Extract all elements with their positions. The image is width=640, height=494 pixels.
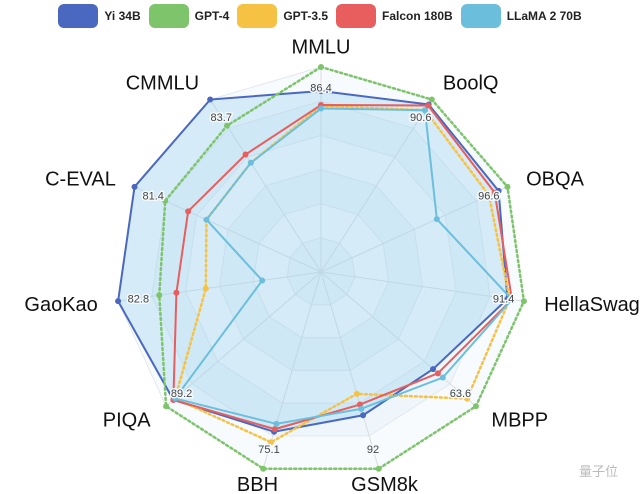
data-point	[430, 366, 437, 373]
legend-label: GPT-4	[194, 9, 230, 23]
legend-item[interactable]: Yi 34B	[58, 4, 141, 28]
legend-label: Falcon 180B	[382, 9, 453, 23]
data-point	[173, 289, 180, 296]
data-point	[425, 102, 432, 109]
data-point	[520, 298, 527, 305]
data-point	[260, 465, 267, 472]
axis-max-label: 83.7	[211, 112, 232, 124]
axis-line	[320, 271, 380, 469]
data-point	[318, 87, 324, 94]
axis-label: MMLU	[292, 37, 351, 59]
series-gpt-4	[156, 64, 527, 472]
data-point	[433, 216, 440, 223]
data-point	[504, 183, 511, 190]
data-point	[202, 285, 209, 292]
legend-item[interactable]: GPT-3.5	[237, 4, 328, 28]
axis-label: BBH	[237, 474, 278, 494]
data-point	[242, 151, 249, 158]
legend-label: Yi 34B	[104, 9, 141, 23]
axis-max-label: 63.6	[450, 388, 471, 400]
axis-label: HellaSwag	[544, 294, 640, 316]
data-point	[318, 64, 324, 70]
data-point	[185, 208, 192, 215]
data-point	[172, 395, 179, 402]
data-point	[162, 197, 169, 204]
legend-item[interactable]: GPT-4	[148, 4, 230, 28]
legend-item[interactable]: Falcon 180B	[336, 4, 453, 28]
axis-line	[320, 186, 508, 273]
series-llama-2-70b	[172, 105, 515, 427]
data-point	[472, 403, 479, 410]
data-point	[353, 390, 360, 397]
data-point	[491, 189, 498, 196]
axis-label: BoolQ	[443, 72, 499, 94]
axis-max-label: 89.2	[171, 388, 192, 400]
data-point	[358, 405, 365, 412]
data-point	[207, 96, 214, 103]
legend-swatch	[336, 4, 376, 28]
data-point	[434, 370, 441, 377]
data-point	[318, 105, 324, 112]
legend-swatch	[460, 4, 501, 28]
data-point	[508, 296, 515, 303]
data-point	[428, 96, 435, 103]
series-line	[158, 65, 526, 470]
axis-label: PIQA	[103, 410, 151, 432]
axis-max-label: 91.4	[493, 293, 514, 305]
legend-swatch	[237, 4, 278, 28]
data-point	[375, 465, 382, 472]
data-point	[439, 374, 446, 381]
data-point	[163, 403, 170, 410]
axis-max-label: 75.1	[258, 444, 279, 456]
axis-line	[320, 271, 524, 302]
data-point	[273, 420, 280, 427]
data-point	[115, 298, 122, 305]
data-point	[485, 192, 492, 199]
legend-swatch	[58, 4, 99, 28]
data-point	[156, 292, 163, 299]
data-point	[247, 159, 254, 166]
data-point	[223, 122, 230, 129]
axis-line	[165, 271, 322, 407]
series-line	[117, 89, 509, 433]
axis-label: OBQA	[526, 168, 584, 190]
axis-label: GSM8k	[351, 474, 419, 494]
axis-line	[320, 271, 477, 407]
data-point	[259, 277, 266, 284]
axis-max-label: 90.6	[410, 112, 431, 124]
axis-max-label: 82.8	[128, 293, 149, 305]
legend-label: LLaMA 2 70B	[506, 9, 582, 23]
axis-line	[262, 271, 322, 469]
axis-line	[320, 99, 433, 273]
watermark: 量子位	[578, 464, 618, 479]
data-point	[421, 107, 428, 114]
data-point	[268, 439, 275, 446]
series-yi-34b	[115, 87, 511, 435]
legend-swatch	[148, 4, 189, 28]
data-point	[131, 183, 138, 190]
legend-label: GPT-3.5	[283, 9, 328, 23]
axis-line	[209, 99, 322, 273]
series-line	[173, 107, 514, 425]
data-point	[360, 412, 367, 419]
data-point	[271, 426, 278, 433]
axis-label: GaoKao	[24, 294, 97, 316]
legend: Yi 34B GPT-4 GPT-3.5 Falcon 180B LLaMA 2 70B	[0, 4, 640, 28]
axis-max-label: 81.4	[142, 190, 163, 202]
axis-max-label: 92	[367, 444, 379, 456]
axis-max-label: 96.6	[478, 190, 499, 202]
axis-label: C-EVAL	[45, 168, 116, 190]
legend-item[interactable]: LLaMA 2 70B	[460, 4, 582, 28]
data-point	[464, 395, 471, 402]
data-point	[203, 216, 210, 223]
axis-label: CMMLU	[126, 72, 199, 94]
axis-line	[118, 271, 322, 302]
axis-label: MBPP	[491, 410, 548, 432]
axis-max-label: 86.4	[310, 83, 331, 95]
